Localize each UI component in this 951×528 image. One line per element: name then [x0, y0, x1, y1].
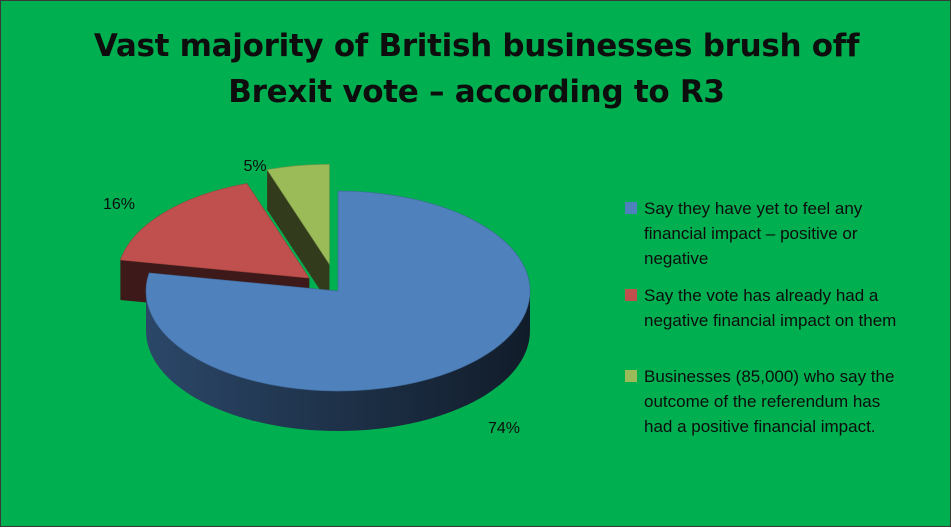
legend-swatch-no-impact [625, 202, 637, 214]
chart-title-line-2: Brexit vote – according to R3 [228, 74, 725, 110]
slice-no-impact-top [145, 190, 531, 392]
slice-positive-impact-wall-0 [267, 169, 330, 305]
legend-item-no-impact: Say they have yet to feel any financial … [623, 196, 943, 271]
slice-positive-impact-top [266, 163, 330, 266]
chart-title-line-1: Vast majority of British businesses brus… [93, 28, 860, 64]
legend-label-positive-impact-line-1: Businesses (85,000) who say the [644, 367, 895, 386]
legend-item-negative-impact: Say the vote has already had a negative … [623, 283, 943, 333]
data-label-no-impact: 74% [488, 420, 520, 437]
slice-no-impact-side [146, 291, 530, 431]
legend-swatch-negative-impact [625, 289, 637, 301]
chart-title: Vast majority of British businesses brus… [1, 23, 951, 115]
data-label-positive-impact: 5% [243, 158, 266, 175]
data-label-negative-impact: 16% [103, 196, 135, 213]
legend-label-positive-impact-line-3: had a positive financial impact. [644, 417, 876, 436]
legend-item-positive-impact: Businesses (85,000) who say the outcome … [623, 364, 943, 439]
slice-negative-impact-top [119, 183, 310, 279]
legend-label-positive-impact-line-2: outcome of the referendum has [644, 392, 881, 411]
legend: Say they have yet to feel any financial … [623, 196, 943, 439]
legend-label-no-impact-line-1: Say they have yet to feel any [644, 199, 863, 218]
legend-label-no-impact-line-3: negative [644, 249, 709, 268]
legend-label-no-impact-line-2: financial impact – positive or [644, 224, 858, 243]
legend-swatch-positive-impact [625, 370, 637, 382]
legend-label-negative-impact-line-2: negative financial impact on them [644, 311, 897, 330]
legend-label-negative-impact-line-1: Say the vote has already had a [644, 286, 879, 305]
